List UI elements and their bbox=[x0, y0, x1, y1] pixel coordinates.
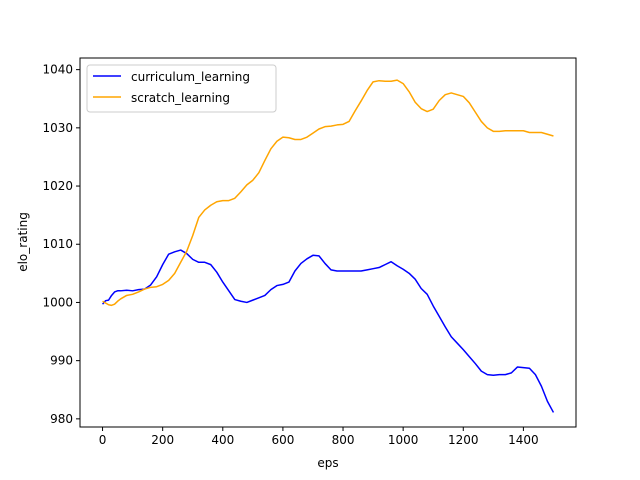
x-tick-label: 1200 bbox=[448, 433, 479, 447]
series-layer bbox=[101, 79, 555, 413]
x-tick-label: 200 bbox=[151, 433, 174, 447]
x-tick-label: 1400 bbox=[508, 433, 539, 447]
x-axis-label: eps bbox=[317, 456, 338, 470]
legend-label-curriculum-learning: curriculum_learning bbox=[131, 70, 250, 84]
x-tick-label: 600 bbox=[271, 433, 294, 447]
y-tick-label: 1030 bbox=[42, 121, 73, 135]
y-tick-label: 1040 bbox=[42, 63, 73, 77]
y-axis-label: elo_rating bbox=[16, 212, 30, 272]
y-tick-label: 1000 bbox=[42, 295, 73, 309]
y-tick-label: 990 bbox=[50, 354, 73, 368]
series-line-scratch-learning bbox=[102, 79, 554, 307]
x-tick-label: 1000 bbox=[388, 433, 419, 447]
x-tick-label: 400 bbox=[211, 433, 234, 447]
x-axis-ticks: 0 200 400 600 800 1000 1200 1400 bbox=[99, 427, 539, 447]
legend-box bbox=[86, 64, 277, 113]
x-tick-label: 0 bbox=[99, 433, 107, 447]
series-line-curriculum-learning bbox=[101, 249, 555, 413]
y-tick-label: 1010 bbox=[42, 237, 73, 251]
x-tick-label: 800 bbox=[332, 433, 355, 447]
legend-label-scratch-learning: scratch_learning bbox=[131, 91, 230, 105]
plot-frame bbox=[79, 57, 577, 428]
y-axis-ticks: 980 990 1000 1010 1020 1030 1040 bbox=[42, 63, 80, 426]
legend: curriculum_learning scratch_learning bbox=[86, 64, 277, 113]
y-tick-label: 1020 bbox=[42, 179, 73, 193]
y-tick-label: 980 bbox=[50, 412, 73, 426]
